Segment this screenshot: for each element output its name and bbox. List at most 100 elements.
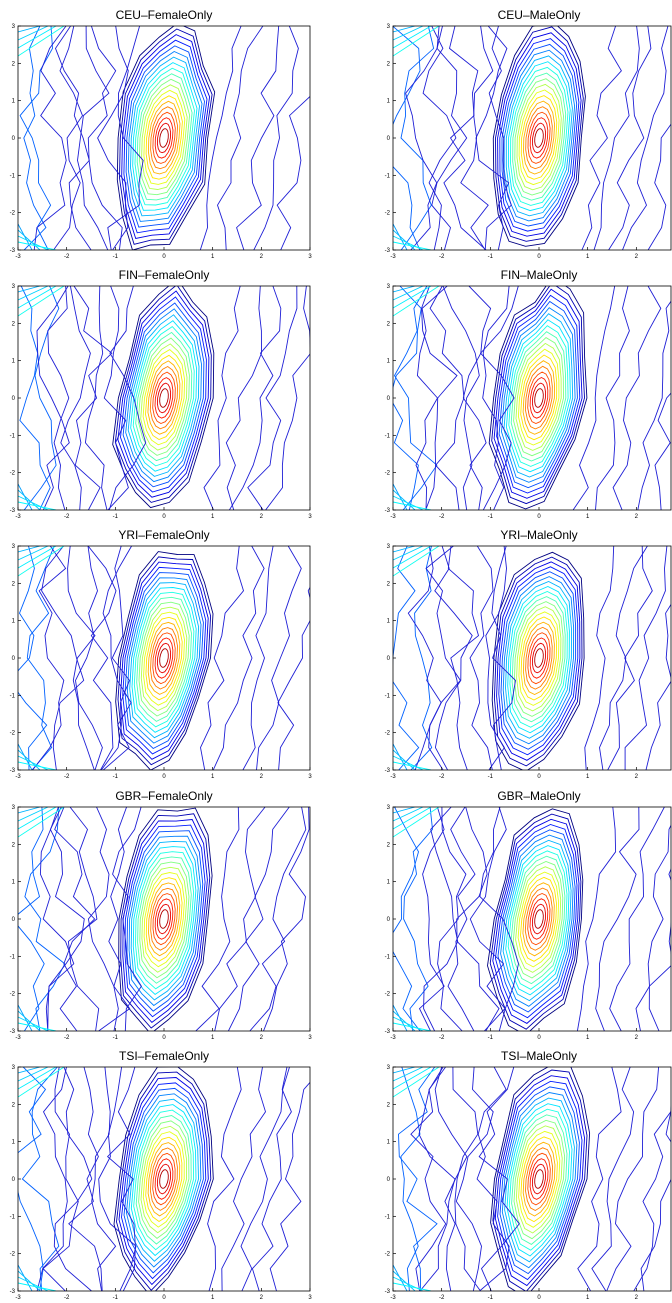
x-tick-label: -3 [15, 254, 21, 260]
panel-title: CEU–FemaleOnly [116, 8, 213, 22]
contour-line [263, 807, 310, 1031]
contour-line [127, 50, 203, 222]
contour-line [130, 56, 200, 217]
contour-line [113, 1067, 214, 1291]
contour-line [507, 586, 570, 734]
y-tick-label: 1 [12, 1140, 16, 1146]
contour-line [18, 483, 33, 510]
contour-line [418, 807, 445, 1031]
contour-panel: GBR–MaleOnly -3 -2 -1 0 1 2 3 2 1 0 -1 -2 -3 [385, 789, 672, 1041]
contour-line [125, 308, 202, 483]
contour-line [525, 626, 553, 690]
y-tick-label: -1 [385, 1214, 391, 1220]
contour-line [576, 807, 617, 1031]
contour-line [200, 546, 245, 770]
contour-line [534, 909, 544, 929]
x-tick-label: -1 [113, 514, 119, 520]
contour-panel: FIN–MaleOnly -3 -2 -1 0 1 2 3 2 1 0 -1 -2 -3 [385, 268, 672, 520]
contour-line [645, 603, 671, 770]
x-tick-label: 0 [537, 514, 541, 520]
contour-line [591, 1067, 635, 1291]
contour-line [130, 840, 199, 1001]
contour-line [132, 62, 198, 211]
contour-line [135, 1115, 192, 1245]
y-tick-label: -2 [385, 211, 391, 217]
contour-line [18, 26, 41, 33]
contour-line [520, 1136, 558, 1223]
y-tick-label: 1 [387, 619, 391, 625]
contour-line [126, 830, 204, 1012]
contour-line [159, 909, 169, 929]
contour-line [510, 331, 567, 462]
contour-line [145, 616, 183, 701]
contour-line [422, 26, 457, 250]
contour-line [447, 546, 480, 770]
contour-line [524, 365, 553, 430]
y-tick-label: 3 [12, 1065, 16, 1071]
contour-line [134, 67, 195, 206]
contour-line [41, 546, 85, 770]
y-tick-label: 2 [387, 61, 391, 67]
contour-line [505, 581, 572, 739]
contour-line [112, 807, 142, 1031]
contour-panel: YRI–FemaleOnly -3 -2 -1 0 1 2 3 3 2 1 0 -1 -2 -3 [10, 528, 313, 780]
contour-line [124, 572, 204, 750]
contour-line [54, 26, 92, 250]
contour-line [145, 354, 183, 441]
y-tick-label: -3 [10, 248, 16, 254]
panel-title: CEU–MaleOnly [498, 8, 581, 22]
contour-line [529, 117, 549, 159]
y-tick-label: 3 [387, 805, 391, 811]
contour-line [640, 1105, 671, 1291]
contour-line [98, 807, 131, 1031]
contour-line [21, 1067, 60, 1291]
contour-line [531, 382, 547, 414]
contour-line [534, 1169, 544, 1189]
contour-line [54, 807, 96, 1031]
contour-line [522, 882, 555, 957]
y-tick-label: 0 [12, 656, 16, 662]
contour-line [199, 26, 242, 250]
contour-line [495, 26, 584, 242]
y-tick-label: -3 [385, 1289, 391, 1295]
x-tick-label: 1 [211, 1035, 215, 1041]
contour-line [475, 26, 510, 250]
contour-line [393, 26, 416, 33]
x-tick-label: 0 [537, 774, 541, 780]
contour-line [534, 388, 544, 408]
y-tick-label: 2 [387, 1102, 391, 1108]
contour-line [513, 601, 564, 717]
y-tick-label: -1 [10, 693, 16, 699]
contour-line [116, 26, 216, 250]
contour-line [393, 26, 421, 250]
contour-line [133, 591, 195, 728]
contour-line [476, 1067, 510, 1291]
contour-line [502, 839, 572, 1002]
contour-line [393, 501, 432, 510]
contour-line [117, 556, 212, 766]
contour-line [437, 807, 467, 1031]
y-tick-label: -3 [10, 768, 16, 774]
contour-line [510, 66, 569, 206]
contour-lines [393, 546, 671, 770]
x-tick-label: 3 [308, 1035, 312, 1041]
contour-line [138, 1120, 190, 1239]
contour-line [128, 1098, 199, 1262]
contour-line [18, 807, 57, 830]
contour-line [265, 286, 310, 510]
contour-line [515, 1125, 563, 1234]
contour-panel: CEU–MaleOnly -3 -2 -1 0 1 2 3 2 1 0 -1 -2 -3 [385, 8, 672, 260]
y-tick-label: 2 [387, 842, 391, 848]
contour-line [75, 546, 103, 770]
contour-line [227, 807, 290, 1031]
contour-line [581, 26, 622, 250]
contour-line [36, 286, 70, 510]
panel-title: TSI–FemaleOnly [119, 1049, 209, 1063]
contour-line [514, 78, 564, 196]
contour-line [393, 807, 432, 830]
contour-line [154, 377, 174, 419]
contour-line [140, 1125, 187, 1234]
contour-panel: FIN–FemaleOnly -3 -2 -1 0 1 2 3 3 2 1 0 -1 -2 -3 [10, 268, 313, 520]
y-tick-label: -1 [10, 433, 16, 439]
contour-line [122, 566, 207, 755]
